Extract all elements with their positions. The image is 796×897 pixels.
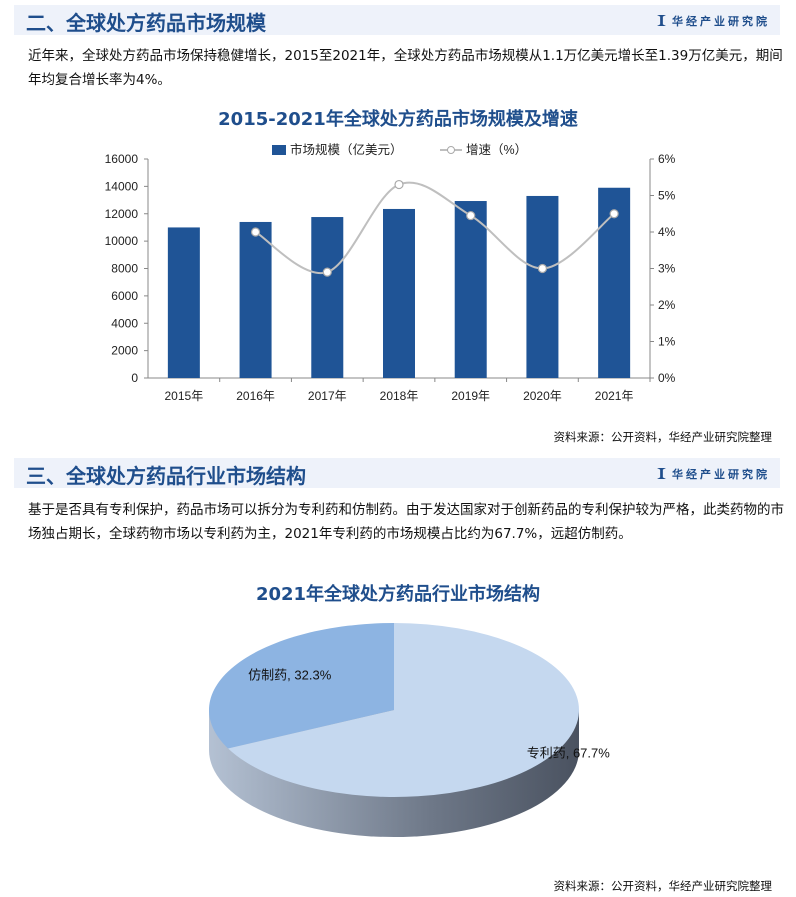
section-title: 二、全球处方药品市场规模 xyxy=(26,11,266,35)
growth-point xyxy=(466,210,476,221)
y-tick-label: 8000 xyxy=(111,262,138,276)
y-tick-label: 12000 xyxy=(105,207,139,221)
section-paragraph: 基于是否具有专利保护，药品市场可以拆分为专利药和仿制药。由于发达国家对于创新药品… xyxy=(28,502,784,542)
growth-point xyxy=(609,209,619,219)
bar xyxy=(598,187,631,378)
pie-label: 仿制药, 32.3% xyxy=(248,667,332,682)
y-tick-label: 10000 xyxy=(105,234,139,248)
pie-slice xyxy=(208,623,394,749)
source-note: 资料来源：公开资料，华经产业研究院整理 xyxy=(553,879,773,893)
x-tick-label: 2018年 xyxy=(380,389,419,403)
y-tick-label: 2000 xyxy=(111,344,138,358)
logo-icon xyxy=(657,15,666,26)
x-tick-label: 2015年 xyxy=(165,389,204,403)
y-tick-label: 14000 xyxy=(105,179,139,193)
bar-line-chart: 0 2000 4000 6000 8000 10000 12000 14000 16000 0% 1… xyxy=(105,142,676,403)
x-tick-label: 2019年 xyxy=(451,389,490,403)
bar xyxy=(454,201,487,378)
bar xyxy=(167,227,200,378)
x-tick-label: 2020年 xyxy=(523,389,562,403)
brand-logo: 华经产业研究院 xyxy=(657,13,770,29)
x-tick-label: 2016年 xyxy=(236,389,275,403)
x-tick-label: 2021年 xyxy=(595,389,634,403)
y2-tick-label: 3% xyxy=(658,262,676,276)
y2-tick-label: 1% xyxy=(658,335,676,349)
pie-label: 专利药, 67.7% xyxy=(527,746,611,761)
growth-line xyxy=(255,181,615,275)
growth-point xyxy=(250,227,261,237)
section-paragraph: 近年来，全球处方药品市场保持稳健增长，2015至2021年，全球处方药品市场规模… xyxy=(28,48,783,88)
bar xyxy=(311,217,344,378)
x-tick-label: 2017年 xyxy=(308,389,347,403)
section-header: 三、全球处方药品行业市场结构 华经产业研究院 xyxy=(14,458,780,488)
bar xyxy=(383,208,415,378)
growth-point xyxy=(537,263,548,274)
y2-tick-label: 4% xyxy=(658,225,676,239)
source-note: 资料来源：公开资料，华经产业研究院整理 xyxy=(553,430,773,444)
brand-logo: 华经产业研究院 xyxy=(657,466,770,482)
y2-tick-label: 2% xyxy=(658,298,676,312)
pie-title: 2021年全球处方药品行业市场结构 xyxy=(255,584,541,605)
pie-slice xyxy=(228,623,580,797)
bar xyxy=(526,195,559,378)
bar xyxy=(239,221,272,378)
logo-icon xyxy=(657,468,666,479)
legend-bar-label: 市场规模（亿美元） xyxy=(290,142,403,157)
y-tick-label: 0 xyxy=(131,371,138,385)
section-header: 二、全球处方药品市场规模 华经产业研究院 xyxy=(14,5,780,35)
y-tick-label: 4000 xyxy=(111,316,138,330)
growth-point xyxy=(394,179,404,190)
pie-chart: 仿制药, 32.3% 专利药, 67.7% xyxy=(208,623,611,837)
legend-line-marker xyxy=(447,146,455,154)
legend-bar-swatch xyxy=(272,145,286,155)
y2-tick-label: 6% xyxy=(658,152,676,166)
growth-point xyxy=(322,267,332,277)
y2-tick-label: 5% xyxy=(658,189,676,203)
y2-tick-label: 0% xyxy=(658,371,676,385)
chart-title: 2015-2021年全球处方药品市场规模及增速 xyxy=(218,109,578,130)
section-title: 三、全球处方药品行业市场结构 xyxy=(26,464,306,488)
y-tick-label: 16000 xyxy=(105,152,139,166)
y-tick-label: 6000 xyxy=(111,289,138,303)
legend-line-label: 增速（%） xyxy=(466,142,527,157)
